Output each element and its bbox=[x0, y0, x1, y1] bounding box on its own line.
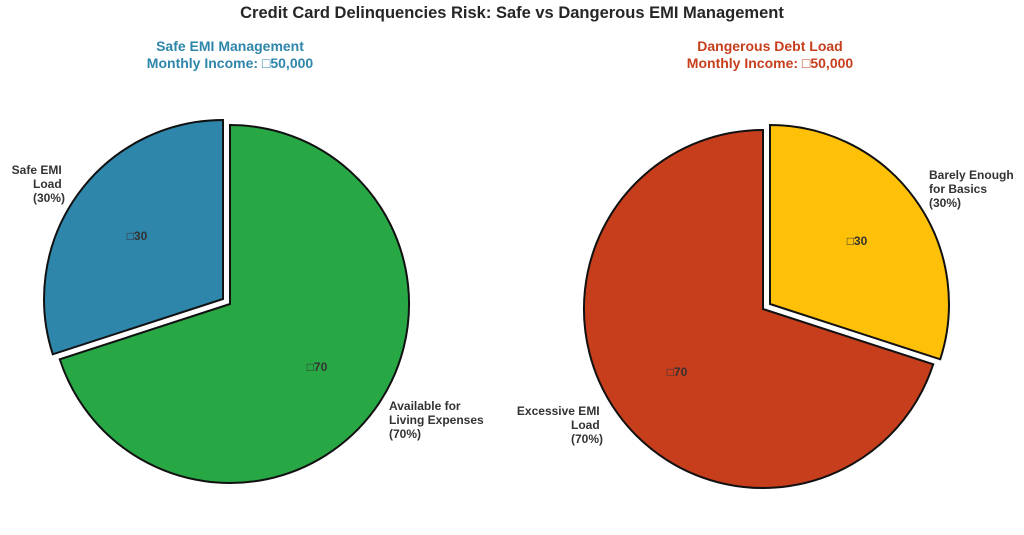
value-label-excessive-emi: □70 bbox=[667, 365, 688, 379]
left-pie: □30 □70 Safe EMI Load (30%) Available fo… bbox=[12, 118, 487, 484]
value-label-basics: □30 bbox=[847, 234, 868, 248]
right-pie-title: Dangerous Debt Load Monthly Income: □50,… bbox=[570, 38, 970, 72]
slice-label-excessive-emi: Excessive EMI Load (70%) bbox=[517, 404, 603, 446]
slice-safe-emi-load bbox=[43, 118, 224, 356]
slice-available-living-expenses bbox=[58, 123, 410, 484]
slice-label-available: Available for Living Expenses (70%) bbox=[389, 399, 487, 441]
value-label-safe-emi: □30 bbox=[127, 229, 148, 243]
slice-barely-enough-basics bbox=[769, 123, 950, 361]
slice-label-basics: Barely Enough for Basics (30%) bbox=[929, 168, 1017, 210]
value-label-available: □70 bbox=[307, 360, 328, 374]
left-pie-title-line2: Monthly Income: □50,000 bbox=[146, 55, 314, 71]
chart-title: Credit Card Delinquencies Risk: Safe vs … bbox=[240, 4, 784, 22]
right-pie: □70 □30 Excessive EMI Load (70%) Barely … bbox=[517, 123, 1017, 489]
left-pie-title: Safe EMI Management Monthly Income: □50,… bbox=[30, 38, 430, 72]
right-pie-title-line1: Dangerous Debt Load bbox=[697, 38, 843, 54]
left-pie-title-line1: Safe EMI Management bbox=[156, 38, 304, 54]
right-pie-title-line2: Monthly Income: □50,000 bbox=[686, 55, 854, 71]
slice-excessive-emi-load bbox=[583, 128, 935, 489]
slice-label-safe-emi: Safe EMI Load (30%) bbox=[12, 163, 65, 205]
